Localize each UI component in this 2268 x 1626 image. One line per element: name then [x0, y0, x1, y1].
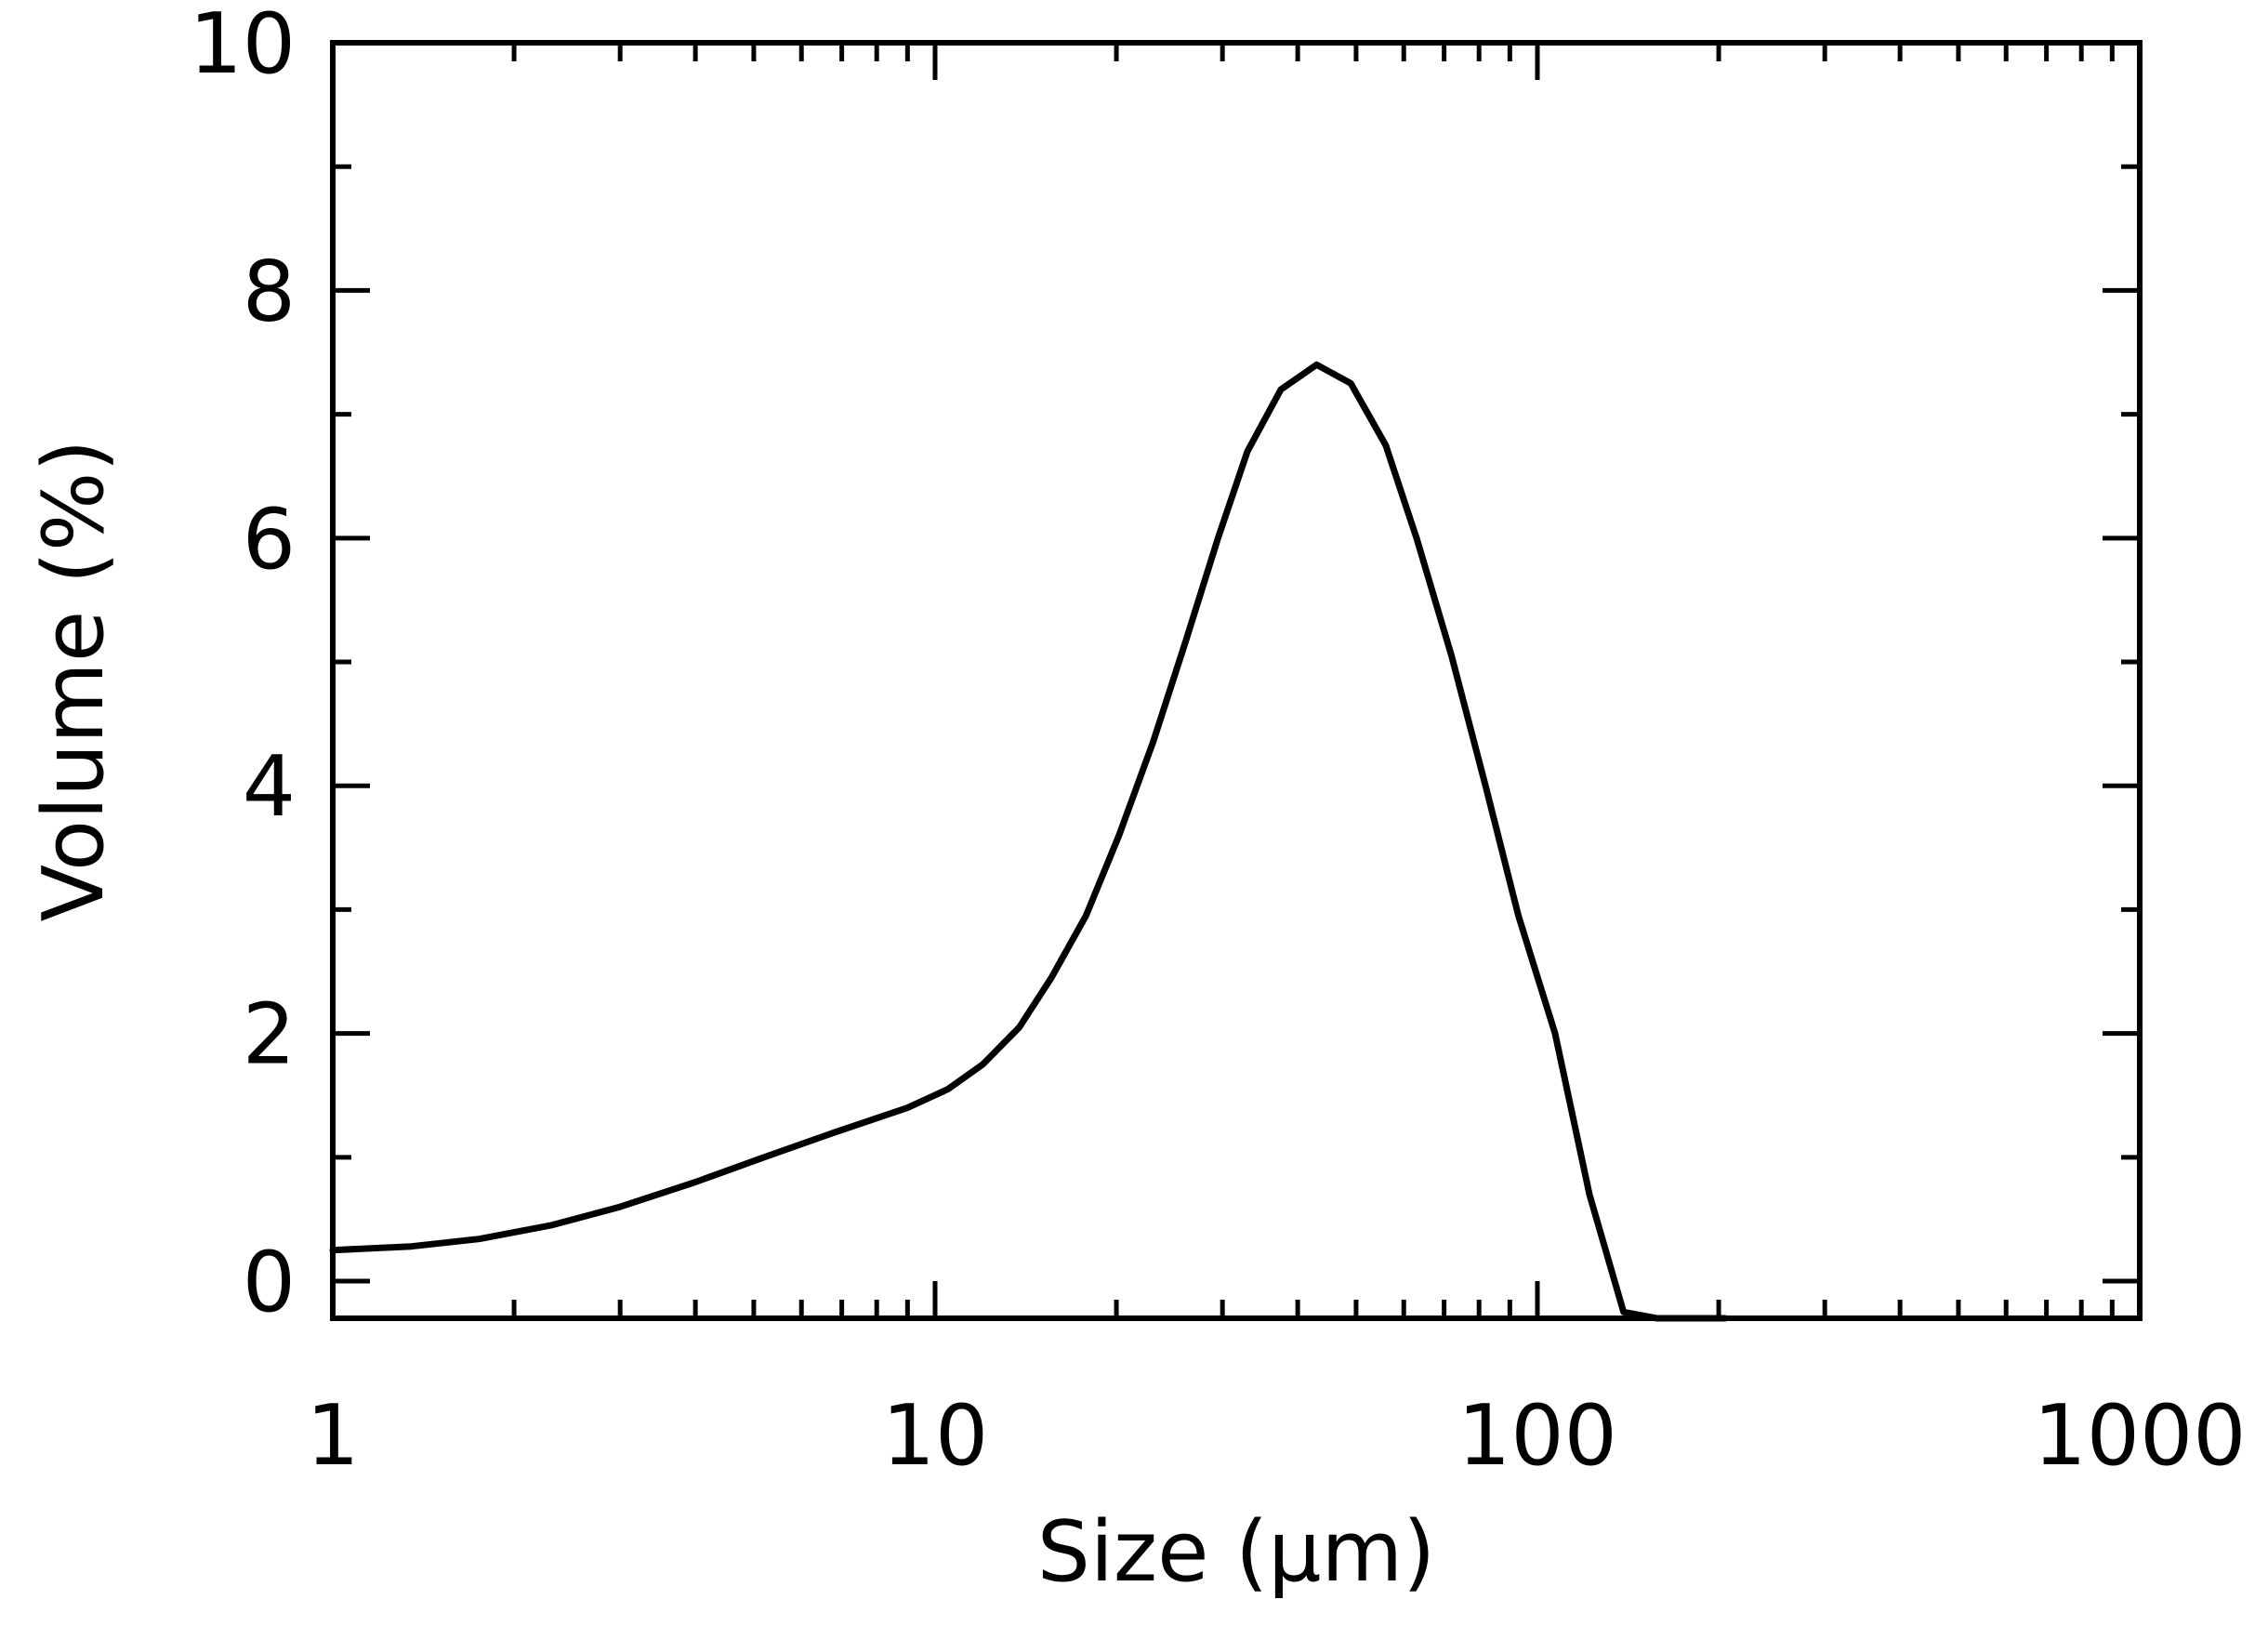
y-tick-label: 10: [189, 0, 296, 93]
y-tick-label: 6: [243, 491, 296, 588]
y-tick-label: 8: [243, 243, 296, 340]
x-axis-title: Size (μm): [1037, 1503, 1436, 1601]
axis-ticks: [330, 40, 2140, 1318]
y-tick-labels: 0 2 4 6 8 10: [189, 0, 296, 1331]
plot-frame: [330, 40, 2143, 1321]
y-axis-title: Volume (%): [25, 439, 123, 921]
x-tick-label: 1: [306, 1387, 359, 1485]
x-tick-label: 1000: [2033, 1387, 2246, 1485]
x-tick-label: 100: [1457, 1387, 1617, 1485]
y-tick-label: 2: [243, 986, 296, 1084]
y-tick-label: 4: [243, 738, 296, 836]
y-tick-label: 0: [243, 1234, 296, 1331]
x-tick-labels: 1 10 100 1000: [306, 1387, 2246, 1485]
x-tick-label: 10: [882, 1387, 989, 1485]
series-line: [329, 361, 1729, 1322]
